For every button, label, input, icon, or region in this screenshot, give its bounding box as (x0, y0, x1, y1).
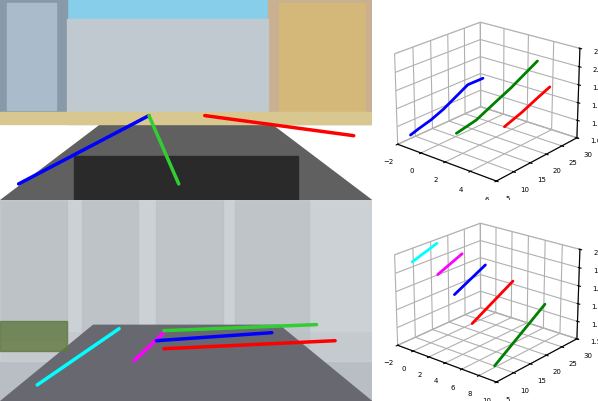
Bar (75, 156, 298, 200)
Bar (0, 200, 373, 331)
Bar (67, 20, 268, 124)
Bar (0, 200, 67, 341)
Bar (157, 200, 224, 351)
Polygon shape (0, 325, 373, 401)
Bar (279, 4, 365, 120)
Bar (82, 200, 138, 345)
Bar (0, 0, 67, 116)
Bar (0, 321, 67, 351)
Bar (0, 112, 373, 124)
Bar (0, 0, 373, 110)
Bar (0, 200, 373, 361)
Bar (234, 200, 309, 347)
Bar (268, 0, 373, 124)
Bar (7, 4, 56, 110)
Polygon shape (0, 116, 373, 200)
